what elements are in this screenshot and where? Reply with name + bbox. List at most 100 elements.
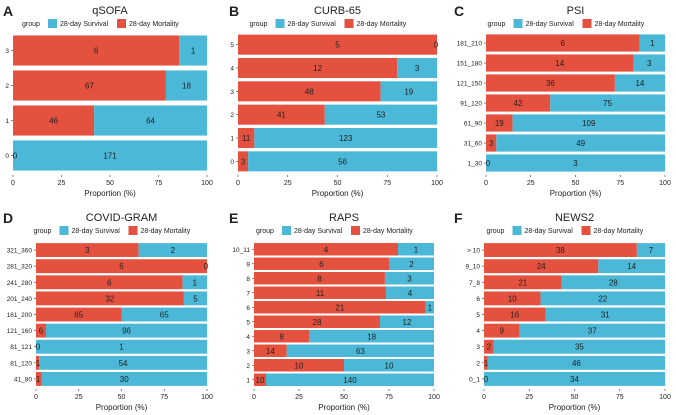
value-label-survival: 35 <box>575 343 584 352</box>
value-label-survival: 46 <box>572 359 581 368</box>
y-tick-label: 0_1 <box>469 376 480 383</box>
legend-swatch-survival <box>512 226 522 235</box>
bar-survival <box>550 94 665 112</box>
bar-survival <box>614 74 665 92</box>
x-tick-label: 0 <box>11 180 15 187</box>
x-axis-title: Proportion (%) <box>549 403 601 412</box>
x-tick-label: 100 <box>428 394 440 401</box>
legend-swatch-survival <box>282 226 291 235</box>
bar-mortality <box>13 105 95 136</box>
legend-label-mortality: 28-day Mortality <box>595 21 645 28</box>
legend-swatch-mortality <box>117 19 126 28</box>
y-tick-label: 2 <box>476 360 480 367</box>
bar-survival <box>486 154 665 172</box>
x-tick-label: 25 <box>295 394 303 401</box>
x-axis-title: Proportion (%) <box>96 403 148 412</box>
bar-mortality <box>254 243 398 256</box>
value-label-mortality: 6 <box>39 327 44 336</box>
y-tick-label: 321_360 <box>7 248 33 255</box>
legend-swatch-mortality <box>351 226 360 235</box>
panel-letter: F <box>454 210 463 226</box>
legend-title: group <box>487 228 505 235</box>
y-tick-label: 3 <box>5 48 9 55</box>
value-label-mortality: 6 <box>119 262 124 271</box>
bar-survival <box>386 286 434 299</box>
x-tick-label: 50 <box>334 180 342 187</box>
bar-mortality <box>484 275 562 290</box>
value-label-mortality: 41 <box>277 111 286 120</box>
y-tick-label: 3 <box>230 89 234 96</box>
bar-survival <box>639 34 665 52</box>
value-label-mortality: 0 <box>486 159 491 168</box>
x-tick-label: 25 <box>58 180 66 187</box>
bar-survival <box>183 291 207 306</box>
panel-letter: C <box>454 3 464 19</box>
x-tick-label: 0 <box>236 180 240 187</box>
value-label-survival: 7 <box>649 246 654 255</box>
bar-mortality <box>254 344 287 357</box>
bar-survival <box>286 344 434 357</box>
panel-b: B CURB-65 group 28-day Survival 28-day Morta… <box>229 3 443 198</box>
value-label-survival: 53 <box>376 111 385 120</box>
value-label-survival: 34 <box>570 375 579 384</box>
value-label-survival: 2 <box>171 246 176 255</box>
value-label-survival: 3 <box>647 59 652 68</box>
bar-mortality <box>486 94 551 112</box>
value-label-mortality: 36 <box>546 79 555 88</box>
panel-letter: B <box>229 3 239 19</box>
y-tick-label: 201_240 <box>7 296 33 303</box>
y-tick-label: 9 <box>246 261 250 268</box>
value-label-survival: 123 <box>339 134 353 143</box>
value-label-mortality: 10 <box>256 376 265 385</box>
bar-survival <box>425 301 434 314</box>
y-tick-label: 8 <box>246 276 250 283</box>
bar-survival <box>13 140 207 171</box>
value-label-mortality: 9 <box>499 327 504 336</box>
legend-title: group <box>256 228 274 235</box>
bar-survival <box>179 35 207 66</box>
legend-title: group <box>488 21 506 28</box>
x-tick-label: 0 <box>252 394 256 401</box>
y-tick-label: 1 <box>230 136 234 143</box>
bar-survival <box>636 243 665 257</box>
y-tick-label: 0 <box>230 159 234 166</box>
bar-survival <box>138 243 207 257</box>
value-label-survival: 1 <box>193 278 198 287</box>
bar-mortality <box>486 114 513 132</box>
value-label-mortality: 8 <box>279 332 284 341</box>
bar-mortality <box>254 286 386 299</box>
value-label-mortality: 3 <box>241 157 246 166</box>
panel-letter: E <box>229 210 238 226</box>
value-label-survival: 0 <box>434 41 439 50</box>
bar-survival <box>94 105 207 136</box>
panel-letter: A <box>3 3 13 19</box>
panel-title: NEWS2 <box>555 212 594 224</box>
value-label-survival: 1 <box>414 245 419 254</box>
panel-title: RAPS <box>329 212 359 224</box>
value-label-mortality: 14 <box>555 59 564 68</box>
bar-mortality <box>484 259 599 274</box>
legend-swatch-survival <box>513 19 523 28</box>
bar-mortality <box>486 74 615 92</box>
bar-mortality <box>36 355 40 370</box>
x-tick-label: 100 <box>659 180 671 187</box>
y-tick-label: 10_11 <box>232 247 250 254</box>
value-label-survival: 19 <box>404 87 413 96</box>
bar-survival <box>487 355 665 370</box>
legend-label-mortality: 28-day Mortality <box>129 21 179 28</box>
value-label-survival: 65 <box>160 311 169 320</box>
bar-mortality <box>254 315 380 328</box>
bar-mortality <box>238 127 255 149</box>
value-label-mortality: 6 <box>107 278 112 287</box>
y-tick-label: 9_10 <box>466 264 481 271</box>
value-label-survival: 18 <box>182 82 191 91</box>
y-tick-label: 181_210 <box>457 41 483 48</box>
bar-survival <box>248 151 437 172</box>
legend-label-mortality: 28-day Mortality <box>357 21 407 28</box>
bar-mortality <box>238 57 398 79</box>
value-label-mortality: 16 <box>510 311 519 320</box>
legend-swatch-survival <box>275 19 285 28</box>
panel-d: D COVID-GRAM group 28-day Survival 28-day Mo… <box>3 210 213 412</box>
legend-swatch-mortality <box>582 19 592 28</box>
legend-label-survival: 28-day Survival <box>72 228 121 235</box>
